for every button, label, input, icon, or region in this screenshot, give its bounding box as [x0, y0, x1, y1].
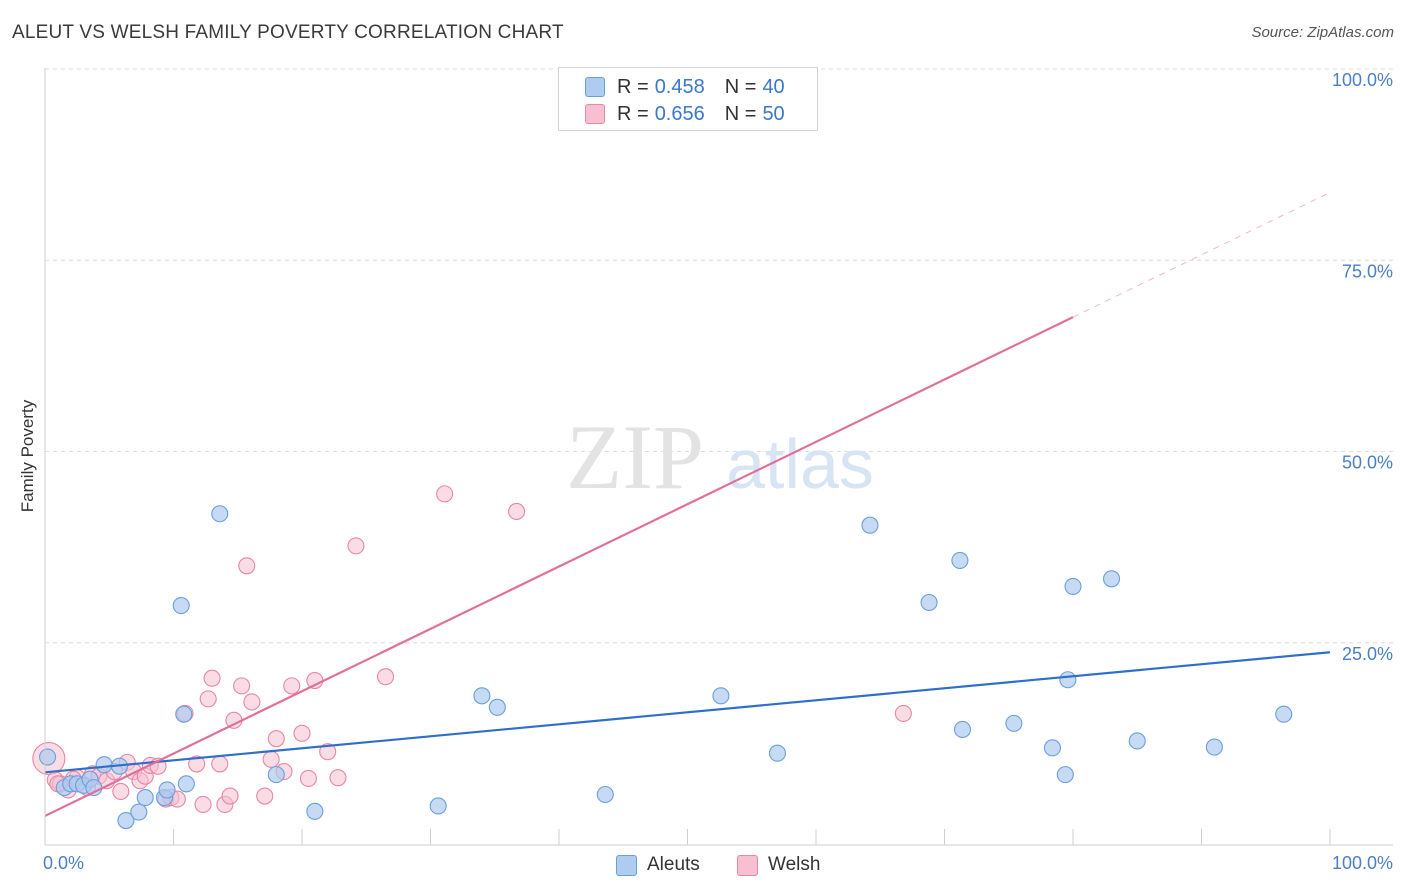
welsh-point [283, 677, 301, 695]
source-label: Source: ZipAtlas.com [1251, 24, 1394, 41]
legend-swatch-aleuts [585, 77, 605, 97]
welsh-point [436, 485, 454, 503]
legend-n-value: 40 [762, 75, 785, 98]
aleut-point [429, 797, 447, 815]
aleut-point [130, 803, 148, 821]
legend-r-label: R = [617, 102, 649, 125]
aleut-point [1059, 671, 1077, 689]
aleut-point [95, 756, 113, 774]
aleut-point [488, 698, 506, 716]
legend-n-value: 50 [762, 102, 785, 125]
aleut-point [117, 811, 135, 830]
welsh-trend-line [44, 316, 1074, 817]
welsh-trend-extension [1072, 192, 1331, 318]
welsh-point [211, 755, 229, 773]
legend-row-aleuts: R = 0.458 N = 40 [585, 75, 785, 99]
legend-n-label: N = [724, 102, 757, 125]
bottom-legend-label-aleuts: Aleuts [647, 854, 700, 875]
legend-r-label: R = [617, 75, 649, 98]
aleut-point [1275, 705, 1293, 723]
watermark: ZIP atlas [566, 406, 874, 508]
y-tick-label: 75.0% [1342, 261, 1393, 281]
trend-lines [44, 192, 1331, 817]
welsh-point [243, 693, 261, 711]
aleut-point [473, 687, 491, 705]
aleut-point [1103, 570, 1121, 588]
axes [44, 68, 1393, 846]
aleut-point [953, 720, 972, 739]
aleut-point [211, 505, 229, 523]
welsh-point [319, 743, 337, 761]
welsh-point [376, 668, 395, 686]
y-tick-label: 50.0% [1342, 453, 1393, 473]
aleut-point [596, 785, 614, 804]
tick-labels: 100.0% 75.0% 50.0% 25.0% 0.0% 100.0% [43, 70, 1393, 873]
grid-lines [45, 68, 1393, 644]
watermark-zip: ZIP [566, 406, 704, 508]
aleut-point [712, 687, 730, 705]
welsh-point [894, 704, 912, 722]
welsh-point [203, 669, 221, 687]
aleut-point [768, 744, 787, 762]
aleut-point [39, 748, 57, 766]
bottom-legend-swatch-aleuts [616, 854, 637, 876]
welsh-point [267, 730, 285, 748]
aleut-point [158, 781, 176, 799]
aleut-trend-line [44, 651, 1331, 774]
bottom-legend-welsh: Welsh [737, 853, 820, 877]
x-tick-label: 100.0% [1332, 853, 1393, 873]
welsh-point [188, 755, 206, 773]
bottom-legend-aleuts: Aleuts [616, 853, 700, 877]
aleut-point [175, 705, 193, 723]
welsh-point [329, 769, 347, 787]
aleut-point [1005, 714, 1023, 732]
welsh-point [233, 677, 251, 695]
watermark-atlas: atlas [726, 425, 874, 503]
aleut-point [1043, 739, 1061, 757]
aleut-point [136, 789, 154, 807]
aleut-points [39, 79, 1293, 830]
aleut-point [920, 593, 938, 612]
aleut-point [267, 766, 285, 784]
y-tick-label: 25.0% [1342, 644, 1393, 664]
welsh-point [194, 795, 212, 814]
welsh-point [347, 537, 365, 555]
aleut-point [861, 516, 879, 534]
aleut-point [306, 802, 324, 820]
legend-n-label: N = [724, 75, 757, 98]
welsh-point [508, 502, 526, 521]
legend-swatch-welsh [585, 104, 605, 124]
y-tick-label: 100.0% [1332, 70, 1393, 90]
chart-title: ALEUT VS WELSH FAMILY POVERTY CORRELATIO… [12, 22, 564, 43]
x-tick-label: 0.0% [43, 853, 84, 873]
welsh-point [238, 557, 256, 575]
aleut-point [1064, 577, 1082, 595]
aleut-point [1205, 738, 1223, 756]
welsh-point [293, 724, 311, 742]
legend-row-welsh: R = 0.656 N = 50 [585, 102, 785, 126]
aleut-point [951, 551, 969, 569]
welsh-point [262, 750, 280, 768]
aleut-point [172, 597, 190, 615]
welsh-point [299, 769, 317, 787]
legend: R = 0.458 N = 40 R = 0.656 N = 50 [558, 67, 818, 131]
aleut-point [177, 775, 195, 793]
aleut-point [1128, 732, 1146, 750]
welsh-point [256, 787, 274, 805]
aleut-point [1056, 766, 1074, 784]
welsh-point [221, 787, 239, 805]
welsh-point [112, 782, 130, 801]
legend-r-value: 0.656 [654, 102, 705, 125]
welsh-point [199, 690, 217, 708]
bottom-legend-label-welsh: Welsh [768, 854, 821, 875]
legend-r-value: 0.458 [654, 75, 705, 98]
bottom-legend-swatch-welsh [737, 854, 758, 876]
